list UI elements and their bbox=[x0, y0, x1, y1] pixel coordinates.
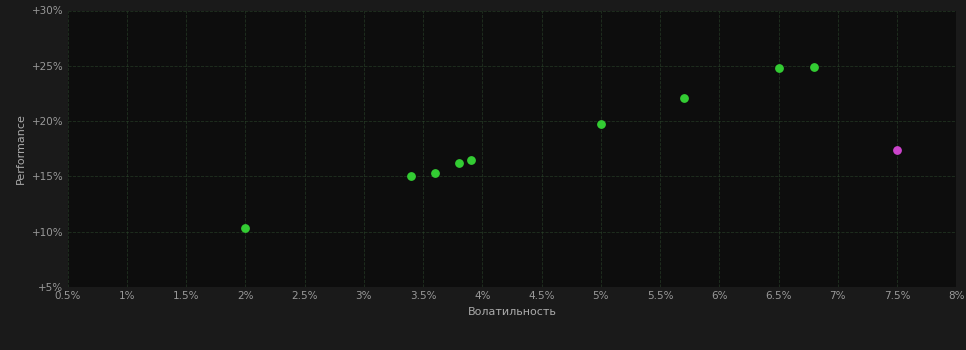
Point bbox=[890, 147, 905, 153]
X-axis label: Волатильность: Волатильность bbox=[468, 307, 556, 317]
Point bbox=[404, 174, 419, 179]
Point bbox=[451, 160, 467, 166]
Point bbox=[771, 65, 786, 71]
Point bbox=[676, 95, 692, 101]
Point bbox=[593, 121, 609, 127]
Point bbox=[807, 64, 822, 70]
Point bbox=[238, 226, 253, 231]
Point bbox=[463, 157, 478, 163]
Y-axis label: Performance: Performance bbox=[16, 113, 26, 184]
Point bbox=[427, 170, 442, 176]
